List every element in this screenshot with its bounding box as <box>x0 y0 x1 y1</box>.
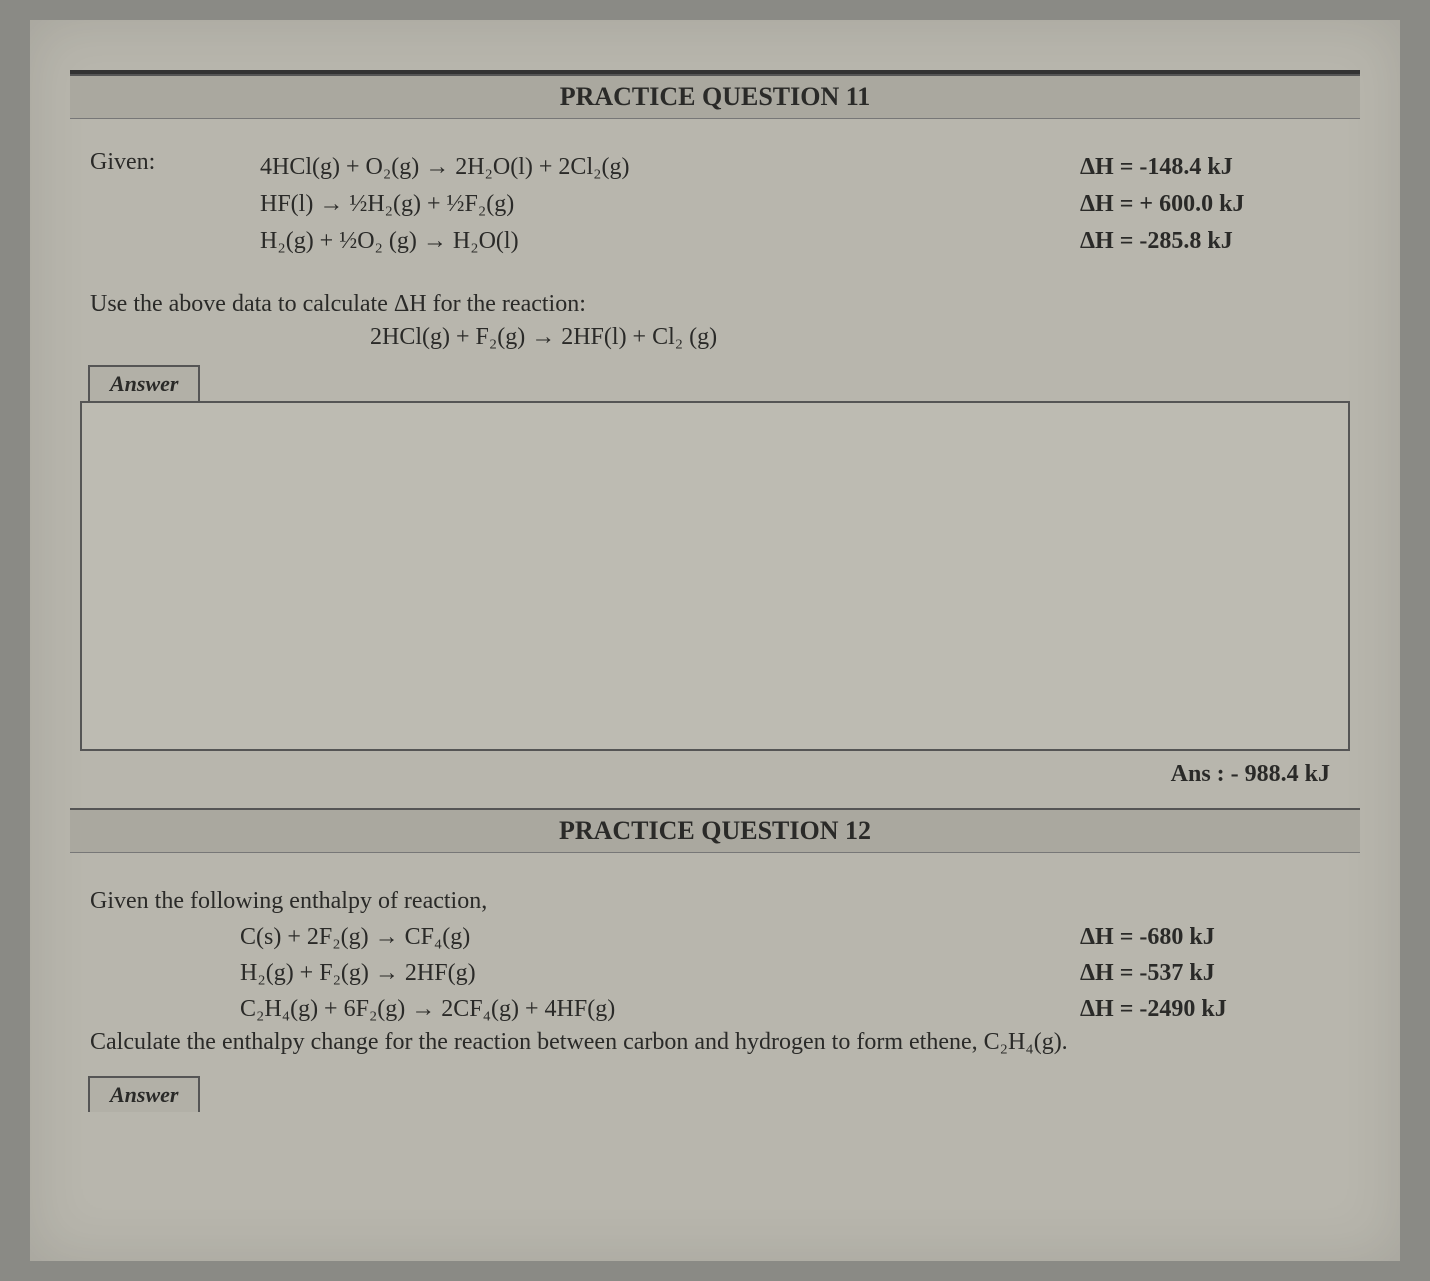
q11-final-answer: Ans : - 988.4 kJ <box>70 751 1360 808</box>
q12-dh2: ΔH = -537 kJ <box>1080 955 1340 991</box>
q12-title: PRACTICE QUESTION 12 <box>70 808 1360 853</box>
q11-dh3: ΔH = -285.8 kJ <box>1080 223 1340 260</box>
textbook-page: PRACTICE QUESTION 11 Given: 4HCl(g) + O₂… <box>30 20 1400 1261</box>
q12-eqn1: C(s) + 2F₂(g) → CF₄(g) <box>90 919 1080 955</box>
q11-equations: 4HCl(g) + O₂(g) → 2H₂O(l) + 2Cl₂(g) HF(l… <box>260 149 1000 261</box>
q12-eqn2: H₂(g) + F₂(g) → 2HF(g) <box>90 955 1080 991</box>
q12-eqn3: C₂H₄(g) + 6F₂(g) → 2CF₄(g) + 4HF(g) <box>90 991 1080 1027</box>
q11-title: PRACTICE QUESTION 11 <box>70 74 1360 119</box>
q12-calc-instruction: Calculate the enthalpy change for the re… <box>70 1027 1360 1062</box>
q12-answer-tab: Answer <box>88 1076 200 1112</box>
q12-intro: Given the following enthalpy of reaction… <box>90 883 1340 919</box>
q11-dh-column: ΔH = -148.4 kJ ΔH = + 600.0 kJ ΔH = -285… <box>1080 149 1340 261</box>
q12-dh3: ΔH = -2490 kJ <box>1080 991 1340 1027</box>
q11-instruction: Use the above data to calculate ΔH for t… <box>70 281 1360 324</box>
q11-dh1: ΔH = -148.4 kJ <box>1080 149 1340 186</box>
q11-given-block: Given: 4HCl(g) + O₂(g) → 2H₂O(l) + 2Cl₂(… <box>70 139 1360 281</box>
q11-eqn1: 4HCl(g) + O₂(g) → 2H₂O(l) + 2Cl₂(g) <box>260 149 1000 186</box>
q12-dh1: ΔH = -680 kJ <box>1080 919 1340 955</box>
given-label: Given: <box>90 149 180 176</box>
q11-eqn3: H₂(g) + ½O₂ (g) → H₂O(l) <box>260 223 1000 260</box>
q12-given-block: Given the following enthalpy of reaction… <box>70 873 1360 1027</box>
q11-answer-box <box>80 401 1350 751</box>
q11-eqn2: HF(l) → ½H₂(g) + ½F₂(g) <box>260 186 1000 223</box>
q11-answer-tab: Answer <box>88 365 200 401</box>
q11-target-equation: 2HCl(g) + F₂(g) → 2HF(l) + Cl₂ (g) <box>70 324 1360 351</box>
q11-dh2: ΔH = + 600.0 kJ <box>1080 186 1340 223</box>
